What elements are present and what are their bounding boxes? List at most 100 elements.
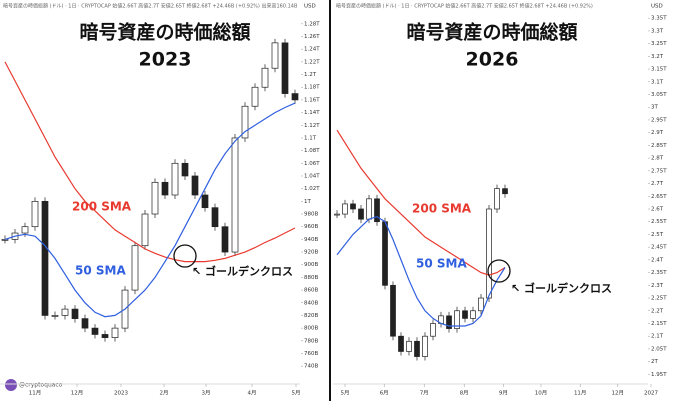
candle xyxy=(111,327,119,338)
x-tick-label: 3月 xyxy=(202,390,211,397)
y-tick-label: 1.14T xyxy=(304,110,320,116)
x-tick-label: 8月 xyxy=(460,390,469,397)
y-tick-label: 740B xyxy=(304,364,318,370)
candle xyxy=(41,200,49,316)
y-tick-label: 3.25T xyxy=(651,41,667,47)
candle xyxy=(251,86,259,107)
y-tick-label: 900B xyxy=(304,262,318,268)
candle xyxy=(281,42,289,94)
y-tick-label: 1.22T xyxy=(304,59,320,65)
candle xyxy=(151,181,159,215)
chart-subtitle: 2026 xyxy=(466,49,519,71)
y-tick-label: 1.12T xyxy=(304,123,320,129)
y-tick-label: 1.08T xyxy=(304,148,320,154)
y-tick-label: 1.28T xyxy=(304,21,320,27)
sma-line xyxy=(4,102,296,318)
y-tick-label: 1.1T xyxy=(304,135,317,141)
y-tick-label: 800B xyxy=(304,326,318,332)
candle xyxy=(430,323,436,337)
candle xyxy=(422,335,428,357)
y-tick-label: 1.18T xyxy=(304,85,320,91)
y-tick-label: 2.05T xyxy=(651,346,667,352)
watermark: @cryptoquaco xyxy=(19,382,63,389)
y-tick-label: 2.4T xyxy=(651,257,664,263)
candle xyxy=(502,188,508,195)
y-tick-label: 1.04T xyxy=(304,173,320,179)
y-tick-label: 2.15T xyxy=(651,321,667,327)
candle xyxy=(261,67,269,88)
y-tick-label: 820B xyxy=(304,313,318,319)
sma-line xyxy=(4,61,296,263)
candle xyxy=(494,188,500,210)
annotation: ↖ ゴールデンクロス xyxy=(192,264,293,278)
candle xyxy=(101,334,109,338)
candle xyxy=(366,198,372,220)
sma-line xyxy=(336,215,506,327)
candle xyxy=(398,335,404,352)
candle xyxy=(71,308,79,319)
y-tick-label: 3T xyxy=(651,105,658,111)
y-tick-label: 1.24T xyxy=(304,47,320,53)
y-tick-label: 1.95T xyxy=(651,372,667,378)
y-tick-label: 920B xyxy=(304,250,318,256)
x-tick-label: 12月 xyxy=(612,390,625,397)
y-tick-label: 2.8T xyxy=(651,156,664,162)
y-tick-label: 1.26T xyxy=(304,34,320,40)
avatar xyxy=(5,379,17,391)
candle xyxy=(414,340,420,357)
y-tick-label: 2.55T xyxy=(651,219,667,225)
candle xyxy=(81,318,89,329)
y-tick-label: 2.45T xyxy=(651,245,667,251)
x-tick-label: 10月 xyxy=(535,390,548,397)
candle xyxy=(406,340,412,352)
candle xyxy=(61,308,69,316)
y-tick-label: 2.65T xyxy=(651,194,667,200)
candle xyxy=(231,137,239,253)
y-tick-label: 3.3T xyxy=(651,28,664,34)
candle xyxy=(221,226,229,253)
x-tick-label: 2027 xyxy=(644,391,658,397)
unit-label: USD xyxy=(651,4,663,10)
cross-marker xyxy=(173,244,197,268)
y-tick-label: 2.5T xyxy=(651,232,664,238)
y-tick-label: 3.15T xyxy=(651,67,667,73)
y-tick-label: 1.16T xyxy=(304,97,320,103)
candle xyxy=(141,213,149,247)
x-tick-label: 9月 xyxy=(499,390,508,397)
candle xyxy=(350,203,356,210)
candle xyxy=(486,208,492,299)
candle xyxy=(291,93,299,101)
y-tick-label: 2.6T xyxy=(651,206,664,212)
y-tick-label: 2.95T xyxy=(651,117,667,123)
y-tick-label: 960B xyxy=(304,224,318,230)
sma-label: 200 SMA xyxy=(412,202,472,216)
x-tick-label: 2023 xyxy=(114,391,128,397)
y-tick-label: 940B xyxy=(304,237,318,243)
chart-title: 暗号資産の時価総額 xyxy=(79,21,250,44)
annotation: ↖ ゴールデンクロス xyxy=(511,281,612,295)
x-tick-label: 12月 xyxy=(71,390,84,397)
y-tick-label: 2.35T xyxy=(651,270,667,276)
sma-label: 200 SMA xyxy=(72,200,132,214)
x-tick-label: 11月 xyxy=(29,390,42,397)
candle xyxy=(21,226,29,234)
x-tick-label: 4月 xyxy=(248,390,257,397)
x-tick-label: 2月 xyxy=(160,390,169,397)
candle xyxy=(31,200,39,228)
candle xyxy=(374,198,380,223)
x-tick-label: 6月 xyxy=(380,390,389,397)
cross-marker xyxy=(487,259,511,283)
candle xyxy=(478,297,484,312)
y-tick-label: 780B xyxy=(304,338,318,344)
y-tick-label: 1.06T xyxy=(304,161,320,167)
y-tick-label: 1T xyxy=(304,199,311,205)
candle xyxy=(1,239,9,241)
candle xyxy=(91,327,99,335)
y-tick-label: 2.85T xyxy=(651,143,667,149)
candle xyxy=(181,162,189,177)
y-tick-label: 840B xyxy=(304,300,318,306)
unit-label: USD xyxy=(304,4,316,10)
y-tick-label: 880B xyxy=(304,275,318,281)
candle xyxy=(454,310,460,329)
candle xyxy=(191,175,199,196)
